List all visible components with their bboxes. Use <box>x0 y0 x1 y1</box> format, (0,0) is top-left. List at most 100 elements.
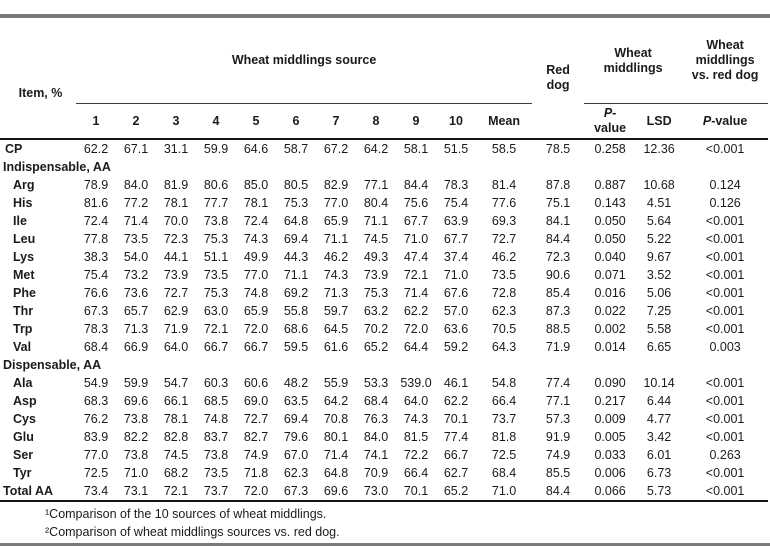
value-cell: <0.001 <box>705 268 745 282</box>
row-label: Leu <box>13 232 36 246</box>
value-cell: 54.9 <box>83 376 109 390</box>
value-cell: 47.4 <box>403 250 429 264</box>
value-cell: 0.050 <box>594 214 626 228</box>
value-cell: 70.2 <box>363 322 389 336</box>
value-cell: 12.36 <box>643 142 675 156</box>
value-cell: 74.5 <box>363 232 389 246</box>
value-cell: 77.0 <box>323 196 349 210</box>
value-cell: 74.3 <box>243 232 269 246</box>
value-cell: 71.9 <box>163 322 189 336</box>
value-cell: 62.3 <box>283 466 309 480</box>
value-cell: 66.9 <box>123 340 149 354</box>
value-cell: 67.3 <box>83 304 109 318</box>
row-label: Trp <box>13 322 33 336</box>
value-cell: 64.8 <box>323 466 349 480</box>
value-cell: 73.5 <box>123 232 149 246</box>
value-cell: 78.1 <box>243 196 269 210</box>
value-cell: 72.0 <box>236 482 276 502</box>
sub-header-row: 1 2 3 4 5 6 7 8 9 10 Mean P-value LSD P-value <box>0 103 769 140</box>
value-cell: 77.6 <box>491 196 517 210</box>
row-label: CP <box>5 142 23 156</box>
value-cell: 68.2 <box>163 466 189 480</box>
value-cell: 54.7 <box>163 376 189 390</box>
value-cell: 0.009 <box>594 412 626 426</box>
value-cell: 66.4 <box>491 394 517 408</box>
value-cell: 64.2 <box>363 142 389 156</box>
red-dog-column-header: Red dog <box>532 18 585 140</box>
value-cell: <0.001 <box>682 482 769 502</box>
value-cell: 75.6 <box>403 196 429 210</box>
value-cell: 6.44 <box>646 394 672 408</box>
value-cell: 58.1 <box>403 142 429 156</box>
value-cell: 71.3 <box>323 286 349 300</box>
value-cell: 64.5 <box>323 322 349 336</box>
value-cell: 73.9 <box>163 268 189 282</box>
value-cell: 59.5 <box>283 340 309 354</box>
value-cell: 58.7 <box>283 142 309 156</box>
value-cell: 75.4 <box>443 196 469 210</box>
value-cell: 72.7 <box>163 286 189 300</box>
value-cell: 6.65 <box>646 340 672 354</box>
value-cell: 74.8 <box>203 412 229 426</box>
table-row: Glu 83.9 82.2 82.8 83.7 82.7 79.6 80.1 84.0 81.5 7… <box>0 428 768 446</box>
value-cell: 59.2 <box>443 340 469 354</box>
value-cell: 81.6 <box>83 196 109 210</box>
value-cell: 72.0 <box>403 322 429 336</box>
column-header-9: 9 <box>396 103 436 140</box>
value-cell: 62.2 <box>83 142 109 156</box>
row-label: Glu <box>13 430 34 444</box>
value-cell: 0.050 <box>594 232 626 246</box>
value-cell: 66.7 <box>243 340 269 354</box>
footnote-1: ¹Comparison of the 10 sources of wheat m… <box>45 507 327 521</box>
value-cell: 71.1 <box>363 214 389 228</box>
value-cell: 0.014 <box>594 340 626 354</box>
value-cell: 63.9 <box>443 214 469 228</box>
value-cell: 5.73 <box>636 482 683 502</box>
value-cell: 72.1 <box>403 268 429 282</box>
value-cell: 64.0 <box>163 340 189 354</box>
value-cell: 75.1 <box>545 196 571 210</box>
footnote-2: ²Comparison of wheat middlings sources v… <box>45 525 340 539</box>
column-header-6: 6 <box>276 103 316 140</box>
value-cell: 72.3 <box>163 232 189 246</box>
value-cell: 73.5 <box>203 268 229 282</box>
value-cell: 85.0 <box>243 178 269 192</box>
value-cell: 64.3 <box>491 340 517 354</box>
section-row: Dispensable, AA <box>0 356 768 374</box>
table-row: Lys 38.3 54.0 44.1 51.1 49.9 44.3 46.2 49.3 47.4 3… <box>0 248 768 266</box>
value-cell: 51.5 <box>443 142 469 156</box>
value-cell: <0.001 <box>705 430 745 444</box>
value-cell: 5.64 <box>646 214 672 228</box>
value-cell: 59.9 <box>123 376 149 390</box>
table-row: Thr 67.3 65.7 62.9 63.0 65.9 55.8 59.7 63.2 62.2 5… <box>0 302 768 320</box>
value-cell: 71.9 <box>545 340 571 354</box>
column-header-vs-p-value: P-value <box>682 103 769 140</box>
value-cell: 66.7 <box>443 448 469 462</box>
value-cell: 54.8 <box>491 376 517 390</box>
value-cell: 79.6 <box>283 430 309 444</box>
value-cell: 63.5 <box>283 394 309 408</box>
value-cell: 78.9 <box>83 178 109 192</box>
value-cell: 81.5 <box>403 430 429 444</box>
value-cell: 68.4 <box>491 466 517 480</box>
value-cell: 0.071 <box>594 268 626 282</box>
value-cell: 69.2 <box>283 286 309 300</box>
value-cell: 73.8 <box>203 214 229 228</box>
value-cell: 54.0 <box>123 250 149 264</box>
value-cell: 78.5 <box>545 142 571 156</box>
table-row: Tyr 72.5 71.0 68.2 73.5 71.8 62.3 64.8 70.9 66.4 6… <box>0 464 768 482</box>
table-row: CP 62.2 67.1 31.1 59.9 64.6 58.7 67.2 64.2 58.1 51… <box>0 139 768 158</box>
value-cell: 72.0 <box>243 322 269 336</box>
value-cell: 68.3 <box>83 394 109 408</box>
value-cell: 57.0 <box>443 304 469 318</box>
value-cell: 0.040 <box>594 250 626 264</box>
top-border-rule <box>0 14 770 18</box>
value-cell: 44.1 <box>163 250 189 264</box>
value-cell: <0.001 <box>705 214 745 228</box>
value-cell: 53.3 <box>363 376 389 390</box>
value-cell: 66.4 <box>403 466 429 480</box>
row-label: Met <box>13 268 35 282</box>
value-cell: 77.7 <box>203 196 229 210</box>
value-cell: 70.1 <box>443 412 469 426</box>
value-cell: 10.14 <box>643 376 675 390</box>
